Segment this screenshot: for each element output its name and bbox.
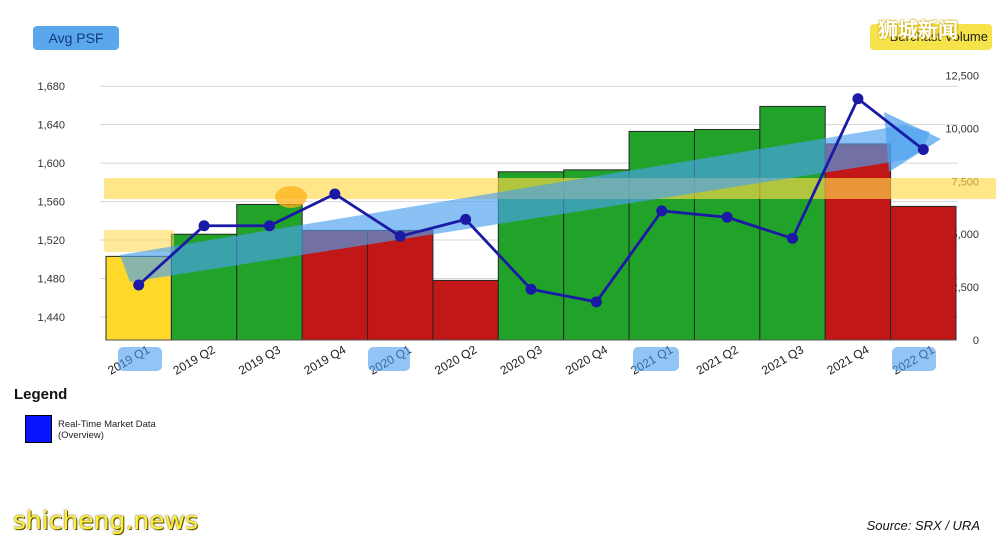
label-highlight: [892, 347, 936, 371]
line-point: [787, 232, 799, 244]
x-tick-label: 2021 Q2: [694, 342, 741, 377]
bar: [367, 229, 434, 341]
left-axis-title: Avg PSF: [33, 26, 119, 50]
bar: [890, 205, 957, 341]
right-tick-label: 12,500: [945, 70, 979, 82]
x-tick-label: 2019 Q2: [171, 342, 218, 377]
left-tick-label: 1,440: [37, 312, 65, 324]
left-tick-label: 1,640: [37, 120, 65, 132]
right-tick-label: 0: [973, 335, 979, 347]
line-point: [460, 213, 472, 225]
line-point: [590, 296, 602, 308]
left-tick-label: 1,680: [37, 81, 65, 93]
x-tick-label: 2020 Q3: [498, 342, 545, 377]
x-tick-label: 2021 Q3: [759, 342, 806, 377]
line-point: [263, 220, 275, 232]
bar: [432, 279, 499, 341]
label-highlight: [633, 347, 679, 371]
highlight-band: [104, 230, 174, 252]
x-tick-label: 2020 Q2: [432, 342, 479, 377]
x-tick-label: 2021 Q4: [825, 342, 872, 377]
x-tick-label: 2019 Q3: [236, 342, 283, 377]
line-point: [133, 279, 145, 291]
right-axis-title: Burchast Volume 狮城新闻: [870, 20, 992, 50]
legend-title: Legend: [14, 386, 68, 403]
line-point: [917, 144, 929, 156]
left-tick-label: 1,600: [37, 158, 65, 170]
right-tick-label: 5,000: [951, 229, 979, 241]
x-tick-label: 2019 Q4: [301, 342, 348, 377]
right-tick-label: 2,500: [951, 282, 979, 294]
highlight-mark: [275, 186, 307, 208]
left-tick-label: 1,480: [37, 273, 65, 285]
label-highlight: [118, 347, 162, 371]
bar: [824, 143, 892, 341]
left-tick-label: 1,520: [37, 235, 65, 247]
line-point: [329, 188, 341, 200]
watermark: shicheng.news: [13, 506, 199, 535]
label-highlight: [368, 347, 410, 371]
line-point: [198, 220, 210, 232]
x-tick-label: 2020 Q4: [563, 342, 610, 377]
left-tick-label: 1,560: [37, 197, 65, 209]
legend-swatch: [25, 415, 52, 443]
source-note: Source: SRX / URA: [866, 518, 980, 533]
right-tick-label: 10,000: [945, 123, 979, 135]
right-axis-title-text: Burchast Volume: [889, 29, 988, 44]
line-point: [394, 230, 406, 242]
line-point: [852, 93, 864, 105]
line-point: [721, 211, 733, 223]
line-point: [525, 283, 537, 295]
legend-label: Real-Time Market Data (Overview): [58, 419, 156, 441]
line-point: [656, 205, 668, 217]
trend-arrow: [120, 125, 930, 282]
brand-logo: 狮城新闻: [878, 20, 958, 42]
